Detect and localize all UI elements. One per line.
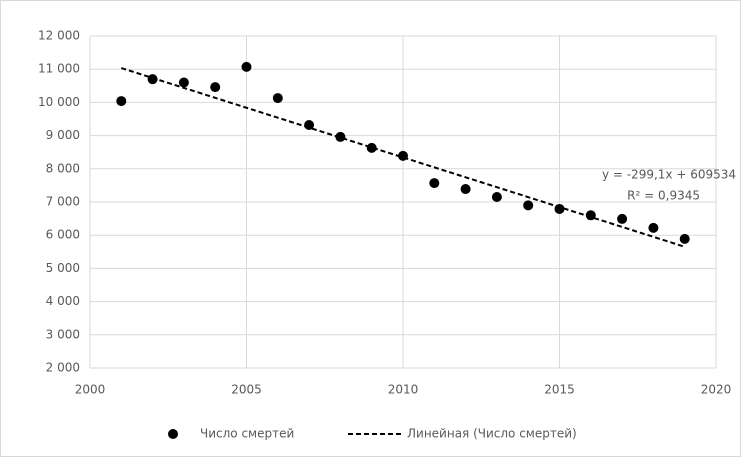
y-tick-label: 10 000 <box>38 95 80 109</box>
point <box>585 210 596 221</box>
legend-marker <box>168 429 178 439</box>
point <box>147 74 158 85</box>
y-tick-label: 2 000 <box>46 361 80 375</box>
y-tick-label: 3 000 <box>46 327 80 341</box>
x-tick-label: 2000 <box>75 383 106 397</box>
y-tick-label: 7 000 <box>46 195 80 209</box>
point <box>272 93 283 104</box>
point <box>679 233 690 244</box>
point <box>460 184 471 195</box>
point <box>554 203 565 214</box>
point <box>335 131 346 142</box>
legend-label: Линейная (Число смертей) <box>407 427 577 441</box>
point <box>648 222 659 233</box>
y-tick-label: 11 000 <box>38 62 80 76</box>
trendline <box>120 67 686 248</box>
x-tick-label: 2020 <box>701 383 732 397</box>
legend-label: Число смертей <box>200 427 294 441</box>
trendline-r2: R² = 0,9345 <box>627 189 700 203</box>
y-tick-label: 6 000 <box>46 228 80 242</box>
x-tick-label: 2015 <box>544 383 575 397</box>
y-tick-label: 9 000 <box>46 128 80 142</box>
point <box>366 142 377 153</box>
point <box>178 77 189 88</box>
point <box>210 82 221 93</box>
point <box>116 96 127 107</box>
y-tick-label: 5 000 <box>46 261 80 275</box>
point <box>617 213 628 224</box>
x-tick-label: 2005 <box>231 383 262 397</box>
point <box>491 192 502 203</box>
trendline-equation: y = -299,1x + 609534 <box>602 168 736 182</box>
x-tick-label: 2010 <box>388 383 419 397</box>
y-tick-label: 8 000 <box>46 161 80 175</box>
point <box>241 61 252 72</box>
y-tick-label: 4 000 <box>46 294 80 308</box>
point <box>523 200 534 211</box>
point <box>429 178 440 189</box>
y-tick-label: 12 000 <box>38 29 80 43</box>
